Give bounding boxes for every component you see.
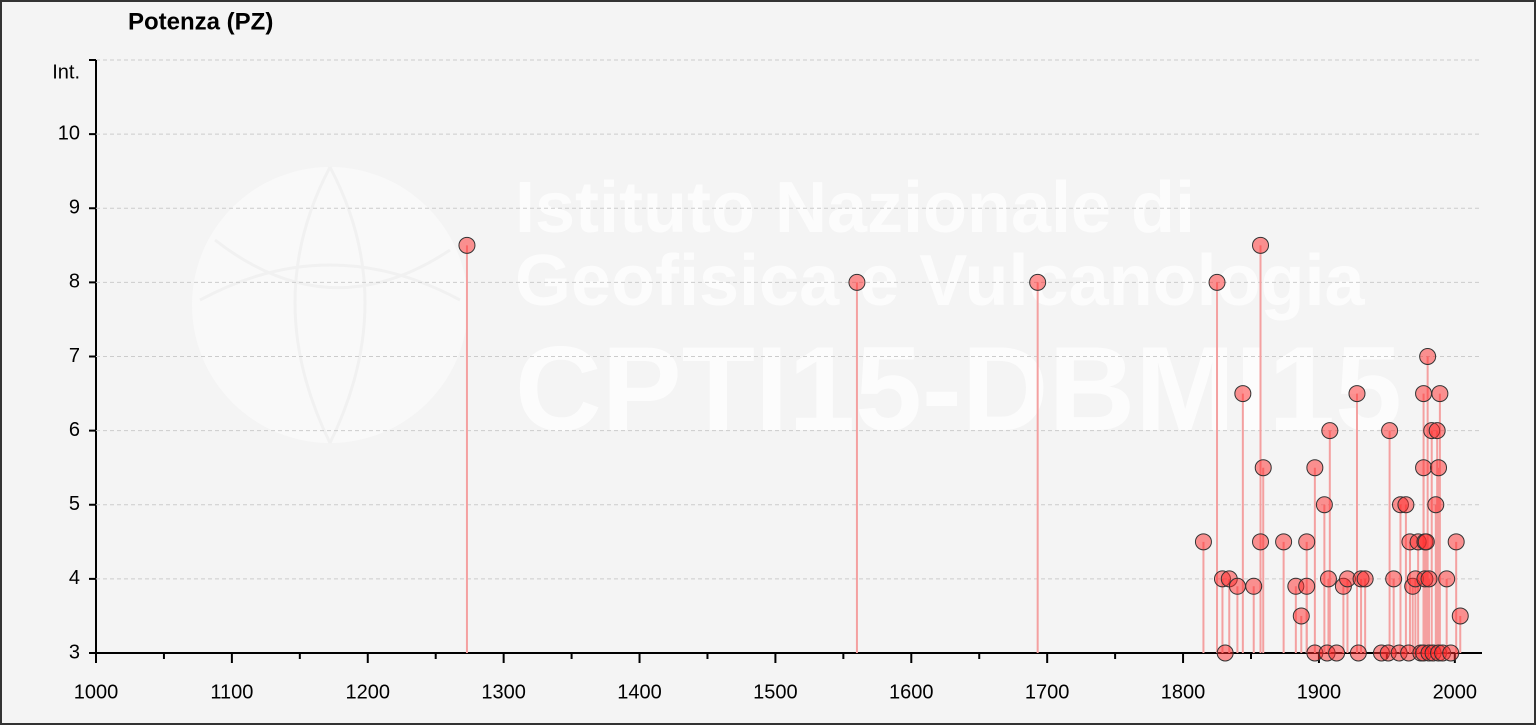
point [1415, 459, 1433, 477]
chart-title: Potenza (PZ) [128, 8, 273, 35]
point [1306, 459, 1324, 477]
watermark-logo [192, 166, 468, 444]
y-axis-label: Int. [52, 61, 80, 83]
watermark: Geofisica e Vulcanologia [515, 241, 1366, 321]
point [1321, 422, 1339, 440]
x-tick-label: 2000 [1433, 681, 1478, 703]
point [1275, 533, 1293, 551]
point [848, 273, 866, 291]
y-tick-label: 4 [69, 567, 80, 589]
point [1415, 385, 1433, 403]
y-tick-label: 3 [69, 641, 80, 663]
point [1451, 607, 1469, 625]
point [1447, 533, 1465, 551]
y-tick-label: 6 [69, 419, 80, 441]
x-tick-label: 1200 [346, 681, 391, 703]
point [1356, 570, 1374, 588]
x-tick-label: 1100 [210, 681, 253, 703]
x-tick-label: 1300 [481, 681, 526, 703]
point [1328, 644, 1346, 662]
x-tick-label: 1000 [74, 681, 119, 703]
point [1208, 273, 1226, 291]
point [1228, 577, 1246, 595]
watermark: CPTI15-DBMI15 [515, 322, 1402, 456]
point [1442, 644, 1460, 662]
y-tick-label: 8 [69, 271, 80, 293]
point [1319, 570, 1337, 588]
point [1419, 348, 1437, 365]
point [1427, 496, 1445, 514]
y-tick-label: 9 [69, 197, 80, 219]
point [1252, 533, 1270, 551]
y-tick-label: 5 [69, 493, 80, 515]
point [1430, 459, 1448, 477]
point [1216, 644, 1234, 662]
point [1315, 496, 1333, 514]
point [1254, 459, 1272, 477]
point [1431, 385, 1449, 403]
point [1292, 607, 1310, 625]
x-tick-label: 1400 [617, 681, 662, 703]
point [1438, 570, 1456, 588]
point [1385, 570, 1403, 588]
point [1194, 533, 1212, 551]
point [458, 236, 476, 254]
point [1029, 273, 1047, 291]
y-tick-label: 7 [69, 345, 80, 367]
point [1420, 570, 1438, 588]
y-tick-label: 10 [58, 122, 80, 144]
point [1252, 236, 1270, 254]
point [1298, 577, 1316, 595]
x-tick-label: 1900 [1297, 681, 1342, 703]
point [1397, 496, 1415, 514]
x-tick-label: 1600 [889, 681, 934, 703]
x-tick-label: 1800 [1161, 681, 1206, 703]
point [1417, 533, 1435, 551]
point [1349, 644, 1367, 662]
point [1298, 533, 1316, 551]
x-tick-label: 1500 [753, 681, 798, 703]
point [1348, 385, 1366, 403]
point [1381, 422, 1399, 440]
point [1234, 385, 1252, 403]
point [1428, 422, 1446, 440]
x-tick-label: 1700 [1025, 681, 1070, 703]
point [1245, 577, 1263, 595]
